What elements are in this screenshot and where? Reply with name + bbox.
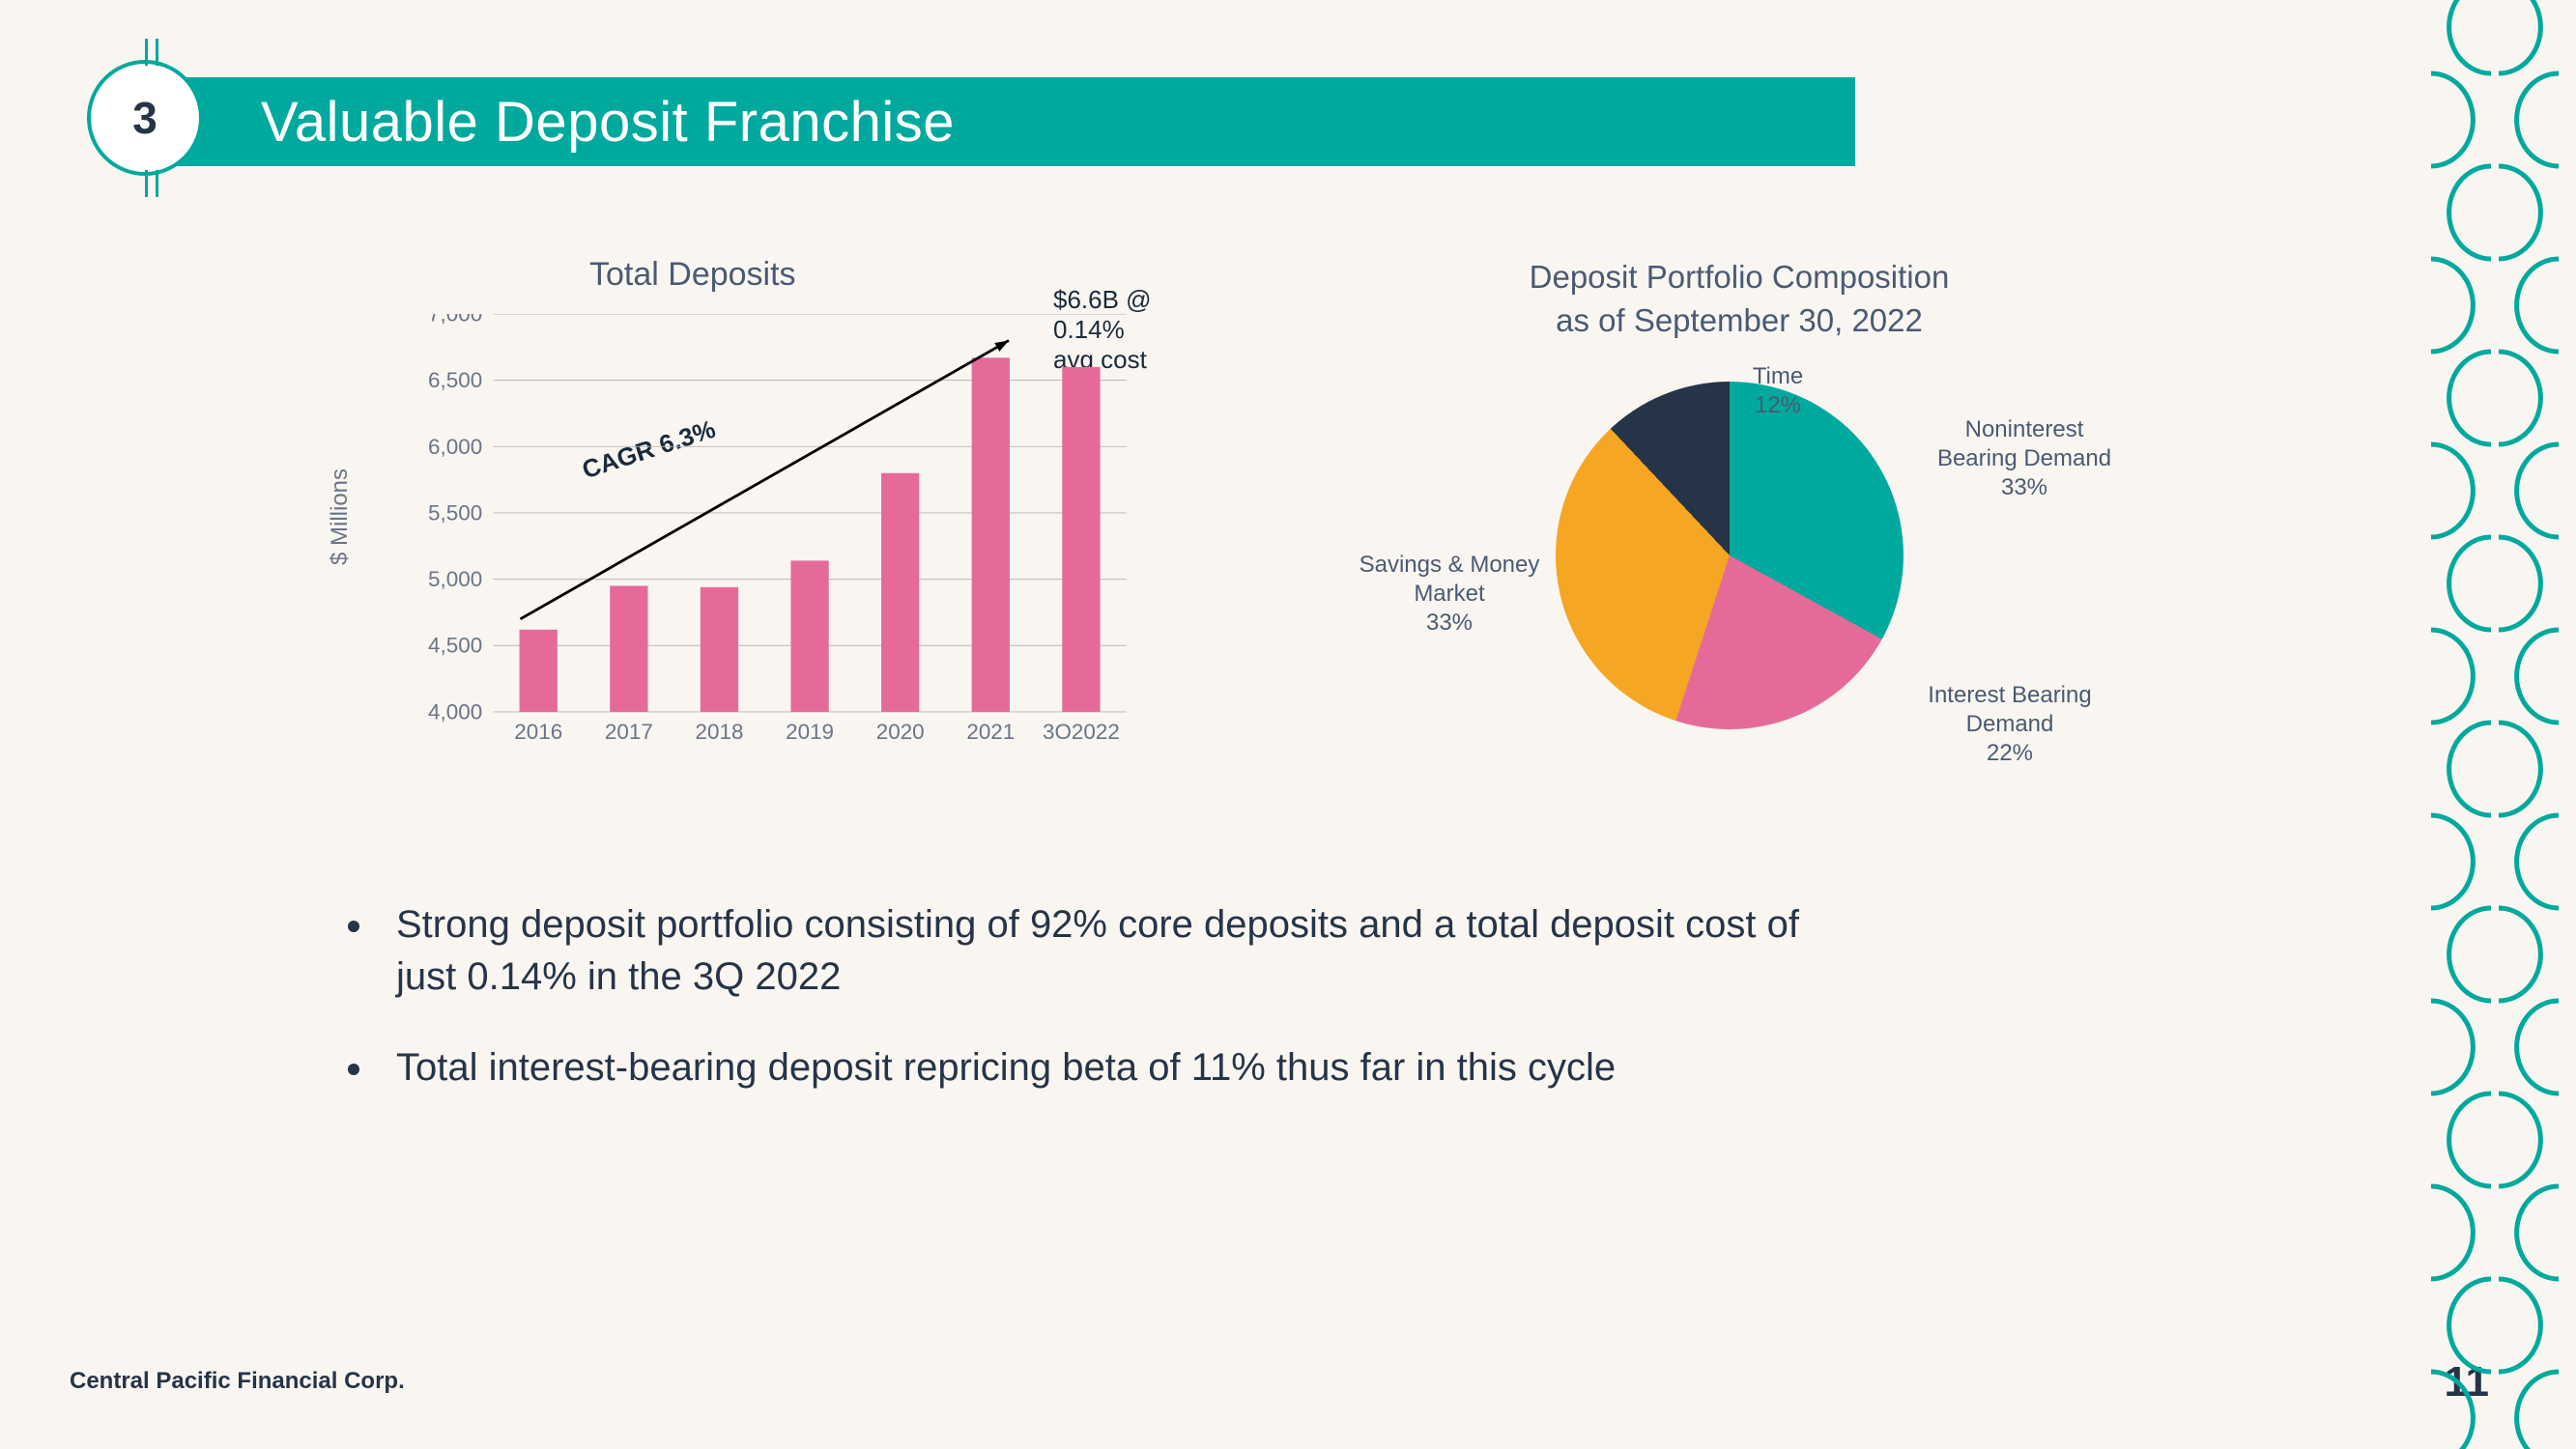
bar-chart-yaxis-label: $ Millions: [327, 469, 354, 565]
company-name: Central Pacific Financial Corp.: [70, 1368, 405, 1395]
pie-chart-disc: [1556, 382, 1903, 729]
bar-chart-title: Total Deposits: [589, 256, 796, 294]
svg-text:2021: 2021: [966, 720, 1015, 739]
svg-text:2019: 2019: [786, 720, 834, 739]
section-number-badge: 3: [87, 60, 203, 176]
pie-chart-title: Deposit Portfolio Composition as of Sept…: [1353, 256, 2126, 342]
pie-title-line1: Deposit Portfolio Composition: [1530, 259, 1950, 295]
pie-label-savings: Savings & MoneyMarket33%: [1353, 551, 1546, 638]
svg-text:2018: 2018: [695, 720, 743, 739]
svg-text:2016: 2016: [514, 720, 562, 739]
svg-text:2020: 2020: [876, 720, 925, 739]
svg-text:4,500: 4,500: [428, 634, 482, 658]
svg-text:3Q2022: 3Q2022: [1043, 720, 1120, 739]
bullet-item: Strong deposit portfolio consisting of 9…: [377, 898, 1807, 1003]
svg-text:5,500: 5,500: [428, 500, 482, 525]
bullet-item: Total interest-bearing deposit repricing…: [377, 1041, 1807, 1094]
pie-chart-composition: Deposit Portfolio Composition as of Sept…: [1353, 256, 2126, 797]
svg-text:4,000: 4,000: [428, 699, 482, 724]
bullet-list: Strong deposit portfolio consisting of 9…: [338, 898, 1807, 1132]
pie-title-line2: as of September 30, 2022: [1556, 302, 1923, 338]
bar-chart-plot: 7,000 6,500 6,000 5,500 5,000 4,500 4,000 2016 2…: [415, 314, 1150, 739]
svg-text:5,000: 5,000: [428, 567, 482, 591]
svg-text:6,500: 6,500: [428, 368, 482, 392]
bar-chart-total-deposits: Total Deposits $ Millions CAGR 6.3% $6.6…: [319, 256, 1188, 797]
pie-label-noninterest: NoninterestBearing Demand33%: [1928, 415, 2121, 502]
title-bar: Valuable Deposit Franchise: [135, 77, 1855, 166]
svg-text:7,000: 7,000: [428, 314, 482, 326]
svg-text:2017: 2017: [605, 720, 653, 739]
page-title: Valuable Deposit Franchise: [261, 90, 955, 155]
svg-text:6,000: 6,000: [428, 435, 482, 459]
pie-label-interest: Interest BearingDemand22%: [1913, 681, 2106, 768]
decorative-pattern: [2421, 0, 2566, 1449]
section-number: 3: [132, 92, 157, 144]
pie-label-time: Time12%: [1681, 362, 1875, 420]
